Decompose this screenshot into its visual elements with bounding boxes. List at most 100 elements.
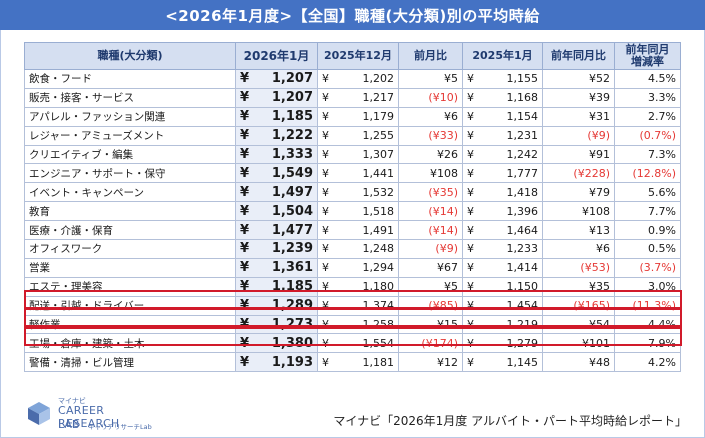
- yen-sign: ¥: [322, 204, 329, 218]
- wage-2025-01-cell: ¥1,242: [462, 144, 543, 165]
- yen-sign: ¥: [467, 242, 474, 256]
- table-row: オフィスワーク ¥1,239 ¥1,248 (¥9) ¥1,233 ¥6 0.5%: [24, 239, 681, 259]
- wage-2025-01-cell-value: 1,454: [506, 299, 539, 313]
- yoy-rate-cell: (11.3%): [614, 295, 681, 316]
- yen-sign: ¥: [240, 147, 250, 162]
- wage-2025-12-cell-value: 1,554: [362, 336, 395, 350]
- wage-2025-01-cell: ¥1,777: [462, 163, 543, 184]
- wage-2025-12-cell-value: 1,217: [362, 91, 395, 105]
- wage-2026-01-cell-value: 1,380: [271, 335, 313, 351]
- yen-sign: ¥: [240, 354, 250, 370]
- table-row: イベント・キャンペーン ¥1,497 ¥1,532 (¥35) ¥1,418 ¥79 5.6…: [24, 182, 681, 203]
- wage-2025-01-cell-value: 1,168: [506, 91, 539, 105]
- mom-cell: ¥6: [398, 106, 463, 127]
- wage-2025-01-cell-value: 1,396: [506, 204, 539, 218]
- yen-sign: ¥: [467, 185, 474, 199]
- wage-2026-01-cell-value: 1,222: [271, 128, 313, 144]
- wage-2025-12-cell: ¥1,181: [317, 352, 399, 373]
- yen-sign: ¥: [467, 110, 474, 124]
- wage-2026-01-cell: ¥1,207: [235, 87, 318, 108]
- yen-sign: ¥: [240, 241, 250, 257]
- yen-sign: ¥: [240, 128, 250, 144]
- wage-2025-01-cell: ¥1,454: [462, 295, 543, 316]
- category-cell: エステ・理美容: [24, 276, 236, 297]
- yoy-rate-cell: 0.5%: [614, 239, 681, 259]
- yen-sign: ¥: [240, 71, 250, 87]
- yoy-rate-cell: (12.8%): [614, 163, 681, 184]
- wage-2026-01-cell-value: 1,207: [271, 90, 313, 106]
- yoy-cell: ¥101: [542, 333, 615, 354]
- mom-cell: (¥33): [398, 125, 463, 146]
- wage-2026-01-cell: ¥1,380: [235, 333, 318, 354]
- wage-2025-01-cell-value: 1,414: [506, 261, 539, 275]
- category-cell: 販売・接客・サービス: [24, 87, 236, 108]
- yen-sign: ¥: [240, 90, 250, 106]
- yen-sign: ¥: [240, 184, 250, 200]
- wage-2025-01-cell-value: 1,777: [506, 166, 539, 180]
- header-mom: 前月比: [398, 42, 463, 70]
- yoy-cell: (¥53): [542, 257, 615, 278]
- table-row: レジャー・アミューズメント ¥1,222 ¥1,255 (¥33) ¥1,231 (¥9)…: [24, 125, 681, 146]
- mom-cell: (¥35): [398, 182, 463, 203]
- yen-sign: ¥: [240, 335, 250, 351]
- wage-2025-01-cell-value: 1,242: [506, 148, 539, 161]
- yen-sign: ¥: [467, 91, 474, 105]
- yoy-cell: ¥91: [542, 144, 615, 165]
- wage-2025-01-cell-value: 1,233: [506, 242, 539, 256]
- wage-table: 職種(大分類) 2026年1月 2025年12月 前月比 2025年1月 前年同…: [24, 42, 681, 373]
- category-cell: 配送・引越・ドライバー: [24, 295, 236, 316]
- mom-cell: ¥5: [398, 69, 463, 89]
- yen-sign: ¥: [467, 204, 474, 218]
- yen-sign: ¥: [240, 109, 250, 125]
- wage-2025-12-cell: ¥1,255: [317, 125, 399, 146]
- table-row: 工場・倉庫・建築・土木 ¥1,380 ¥1,554 (¥174) ¥1,279 ¥101 7…: [24, 333, 681, 354]
- wage-2025-01-cell: ¥1,155: [462, 69, 543, 89]
- page-title: <2026年1月度>【全国】職種(大分類)別の平均時給: [0, 0, 705, 30]
- yoy-cell: ¥35: [542, 276, 615, 297]
- yen-sign: ¥: [467, 299, 474, 313]
- header-2025-01: 2025年1月: [462, 42, 543, 70]
- wage-2025-12-cell-value: 1,255: [362, 129, 395, 143]
- wage-2025-01-cell-value: 1,155: [506, 72, 539, 86]
- category-cell: エンジニア・サポート・保守: [24, 163, 236, 184]
- yoy-cell: (¥165): [542, 295, 615, 316]
- yoy-cell: (¥228): [542, 163, 615, 184]
- wage-2026-01-cell-value: 1,497: [271, 184, 313, 200]
- yoy-rate-cell: 4.4%: [614, 314, 681, 335]
- wage-2025-12-cell-value: 1,491: [362, 223, 395, 237]
- yoy-rate-cell: 7.9%: [614, 333, 681, 354]
- table-row: 配送・引越・ドライバー ¥1,289 ¥1,374 (¥85) ¥1,454 (¥165)…: [24, 295, 681, 316]
- category-cell: 軽作業: [24, 314, 236, 335]
- yoy-rate-cell: 5.6%: [614, 182, 681, 203]
- wage-2025-12-cell-value: 1,374: [362, 299, 395, 313]
- logo-line2: LAB: [58, 418, 80, 431]
- yen-sign: ¥: [322, 261, 329, 275]
- wage-2026-01-cell: ¥1,193: [235, 352, 318, 373]
- category-cell: オフィスワーク: [24, 239, 236, 259]
- wage-2025-01-cell: ¥1,418: [462, 182, 543, 203]
- wage-2026-01-cell-value: 1,193: [271, 354, 313, 370]
- yoy-rate-cell: 4.2%: [614, 352, 681, 373]
- table-header-row: 職種(大分類) 2026年1月 2025年12月 前月比 2025年1月 前年同…: [24, 42, 681, 70]
- wage-2025-01-cell: ¥1,279: [462, 333, 543, 354]
- yen-sign: ¥: [322, 185, 329, 199]
- yen-sign: ¥: [322, 242, 329, 256]
- yen-sign: ¥: [467, 336, 474, 350]
- wage-2026-01-cell-value: 1,549: [271, 165, 313, 181]
- wage-2026-01-cell: ¥1,361: [235, 257, 318, 278]
- yen-sign: ¥: [467, 318, 474, 332]
- yoy-cell: ¥6: [542, 239, 615, 259]
- wage-2026-01-cell-value: 1,207: [271, 71, 313, 87]
- wage-2025-12-cell: ¥1,518: [317, 201, 399, 222]
- header-yoy-rate: 前年同月 増減率: [614, 42, 681, 70]
- wage-2025-01-cell-value: 1,231: [506, 129, 539, 143]
- wage-2025-01-cell: ¥1,145: [462, 352, 543, 373]
- wage-2025-12-cell: ¥1,217: [317, 87, 399, 108]
- wage-2025-01-cell: ¥1,396: [462, 201, 543, 222]
- wage-2025-01-cell-value: 1,154: [506, 110, 539, 124]
- wage-2026-01-cell-value: 1,504: [271, 203, 313, 219]
- cube-logo-icon: [28, 402, 50, 425]
- yoy-rate-cell: (3.7%): [614, 257, 681, 278]
- yen-sign: ¥: [467, 280, 474, 294]
- yen-sign: ¥: [322, 72, 329, 86]
